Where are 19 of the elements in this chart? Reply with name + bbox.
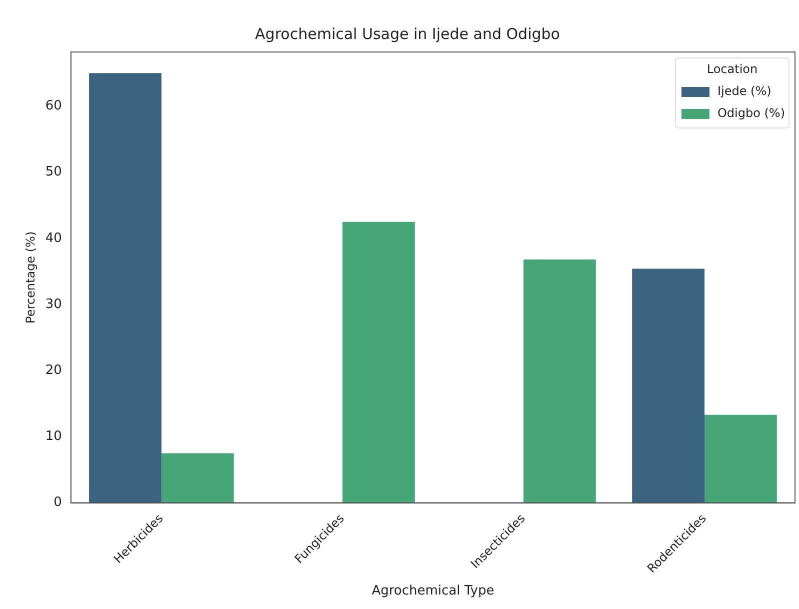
y-tick-label: 10	[45, 429, 62, 444]
y-tick-label: 50	[45, 164, 62, 180]
bar	[632, 268, 704, 503]
legend-label: Ijede (%)	[717, 84, 772, 98]
y-tick-label: 0	[54, 495, 62, 510]
bar	[523, 260, 596, 503]
chart-title: Agrochemical Usage in Ijede and Odigbo	[255, 24, 560, 43]
bar	[161, 453, 234, 503]
y-tick-label: 20	[45, 362, 62, 378]
y-tick-label: 60	[45, 98, 62, 114]
bar	[89, 73, 162, 503]
bar	[342, 222, 415, 503]
bar	[704, 414, 777, 503]
legend-title: Location	[706, 62, 758, 76]
x-axis-title: Agrochemical Type	[372, 584, 494, 599]
y-axis-title: Percentage (%)	[23, 231, 38, 324]
y-tick-label: 40	[45, 230, 62, 246]
legend-label: Odigbo (%)	[717, 106, 786, 120]
y-tick-label: 30	[45, 296, 62, 312]
